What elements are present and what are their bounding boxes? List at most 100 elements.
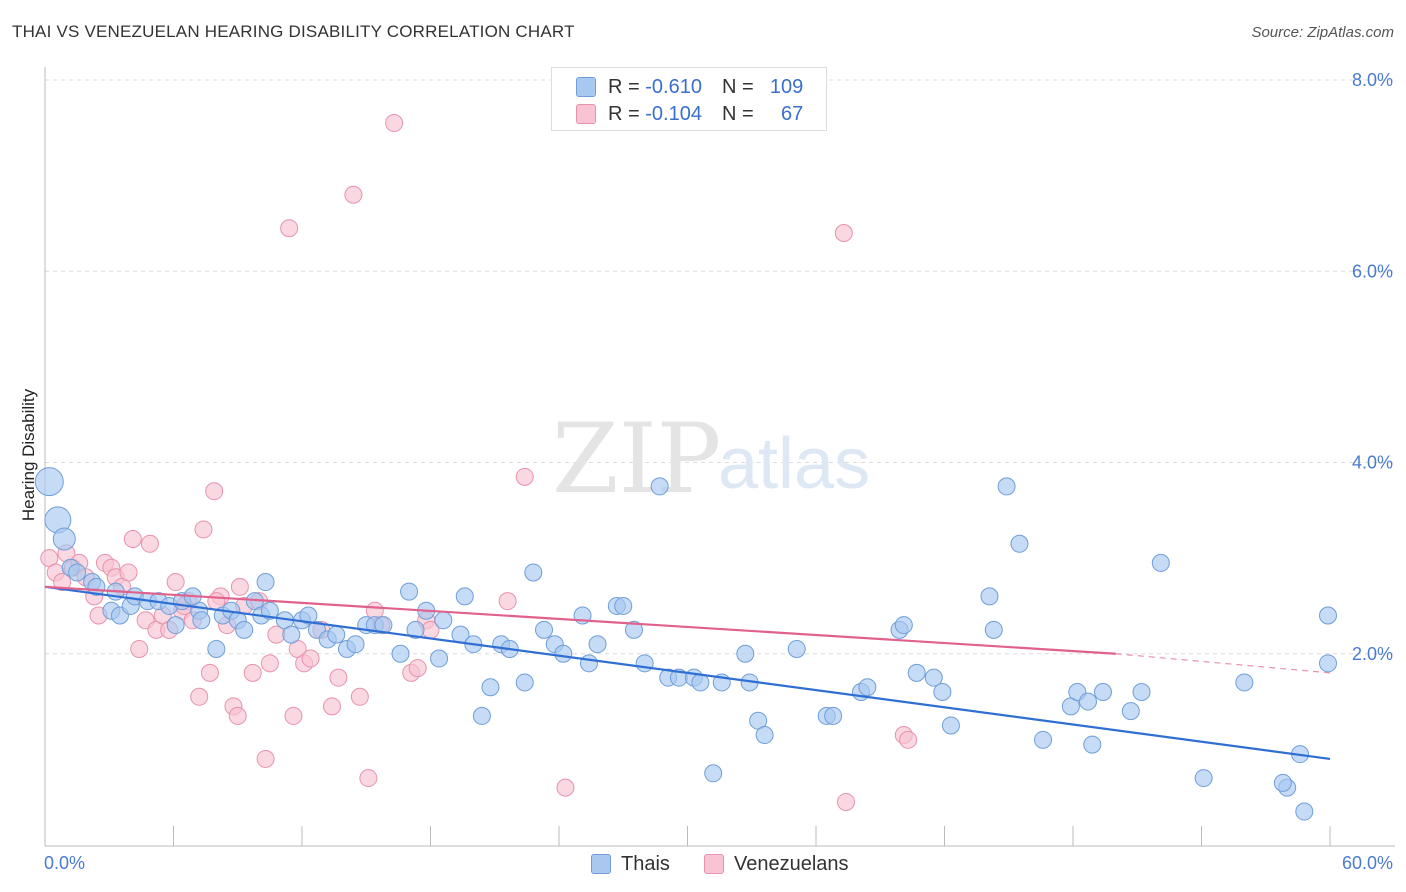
point-venezuelans xyxy=(344,185,363,204)
y-tick-label: 8.0% xyxy=(1352,70,1393,90)
point-thais xyxy=(430,649,449,668)
point-thais xyxy=(434,611,453,630)
point-thais xyxy=(166,616,185,635)
point-thais xyxy=(1121,702,1140,721)
legend-row-thais: R = -0.610 N = 109 xyxy=(576,74,803,100)
trend-line-venezuelans-extension xyxy=(1115,653,1331,674)
trend-lines xyxy=(44,585,1331,761)
point-thais xyxy=(524,563,543,582)
bottom-legend-thais: Thais xyxy=(591,851,670,877)
point-thais xyxy=(400,582,419,601)
point-thais xyxy=(192,611,211,630)
point-thais xyxy=(535,620,554,639)
point-thais xyxy=(406,620,425,639)
legend-n-label: N = xyxy=(721,102,760,125)
trend-line-venezuelans xyxy=(44,585,1116,655)
bottom-swatch-venezuelans xyxy=(704,854,724,874)
point-thais xyxy=(1273,773,1292,792)
x-tick-label: 60.0% xyxy=(1342,853,1393,873)
legend-swatch-venezuelans xyxy=(576,104,596,124)
point-thais xyxy=(787,639,806,658)
point-thais xyxy=(1235,673,1254,692)
point-thais xyxy=(755,726,774,745)
point-venezuelans xyxy=(834,224,853,242)
point-thais xyxy=(933,683,952,701)
legend-swatch-thais xyxy=(576,77,596,97)
watermark-atlas: atlas xyxy=(718,424,870,504)
point-thais xyxy=(924,668,943,687)
y-tick-label: 4.0% xyxy=(1352,453,1393,473)
point-venezuelans xyxy=(350,687,369,706)
point-venezuelans xyxy=(194,520,213,539)
trend-line-thais xyxy=(44,585,1331,761)
point-venezuelans xyxy=(408,659,427,678)
point-venezuelans xyxy=(53,573,72,592)
point-venezuelans xyxy=(322,697,341,716)
point-thais xyxy=(941,716,960,735)
point-thais xyxy=(455,587,474,606)
point-venezuelans xyxy=(130,639,149,658)
point-thais xyxy=(894,616,913,635)
y-tick-label: 6.0% xyxy=(1352,261,1393,281)
point-thais xyxy=(481,678,500,697)
point-venezuelans xyxy=(228,706,247,725)
bottom-legend-label: Thais xyxy=(621,852,670,875)
point-thais xyxy=(1093,683,1112,701)
point-thais xyxy=(736,644,755,663)
legend-r-value: -0.610 xyxy=(645,75,702,98)
point-venezuelans xyxy=(256,749,275,768)
point-venezuelans xyxy=(359,769,378,788)
point-venezuelans xyxy=(899,730,918,749)
point-thais xyxy=(635,654,654,673)
point-venezuelans xyxy=(140,534,159,553)
chart-title: THAI VS VENEZUELAN HEARING DISABILITY CO… xyxy=(12,22,575,41)
point-thais xyxy=(256,573,275,592)
point-venezuelans xyxy=(205,482,224,501)
point-thais xyxy=(997,477,1016,496)
point-venezuelans xyxy=(329,668,348,687)
point-venezuelans xyxy=(243,663,262,682)
point-venezuelans xyxy=(260,654,279,673)
correlation-legend: R = -0.610 N = 109 R = -0.104 N = 67 xyxy=(551,67,827,131)
point-venezuelans xyxy=(301,649,320,668)
tick-labels: 2.0% 4.0% 6.0% 8.0% 0.0% 60.0% xyxy=(44,70,1393,873)
point-thais xyxy=(472,706,491,725)
point-venezuelans xyxy=(123,530,142,548)
watermark-zip: ZIP xyxy=(552,403,721,515)
point-venezuelans xyxy=(166,573,185,592)
point-thais xyxy=(68,563,87,582)
point-thais xyxy=(282,625,301,644)
point-venezuelans xyxy=(515,467,534,486)
bottom-legend-label: Venezuelans xyxy=(734,852,849,875)
point-thais xyxy=(1295,802,1314,821)
source-label: Source: ZipAtlas.com xyxy=(1251,24,1394,41)
bottom-legend-venezuelans: Venezuelans xyxy=(704,851,849,877)
point-venezuelans xyxy=(200,663,219,682)
legend-row-venezuelans: R = -0.104 N = 67 xyxy=(576,101,803,127)
point-thais xyxy=(52,527,76,551)
point-thais xyxy=(299,606,318,625)
grid-lines xyxy=(45,79,1395,655)
legend-r-label: R = xyxy=(608,102,646,125)
point-thais xyxy=(374,616,393,635)
point-venezuelans xyxy=(284,706,303,725)
point-thais xyxy=(554,644,573,663)
point-thais xyxy=(1078,692,1097,711)
point-venezuelans xyxy=(119,563,138,582)
point-thais xyxy=(34,467,64,497)
point-thais xyxy=(614,596,633,615)
point-thais xyxy=(1319,606,1337,625)
point-thais xyxy=(1194,769,1213,788)
x-tick-label: 0.0% xyxy=(44,853,85,873)
point-venezuelans xyxy=(190,687,209,706)
point-thais xyxy=(704,764,723,783)
axes xyxy=(44,67,1395,847)
point-thais xyxy=(207,639,226,658)
point-venezuelans xyxy=(385,114,404,133)
point-thais xyxy=(824,706,843,725)
bottom-swatch-thais xyxy=(591,854,611,874)
point-thais xyxy=(858,678,877,697)
point-thais xyxy=(515,673,534,692)
legend-r-value: -0.104 xyxy=(645,102,702,125)
